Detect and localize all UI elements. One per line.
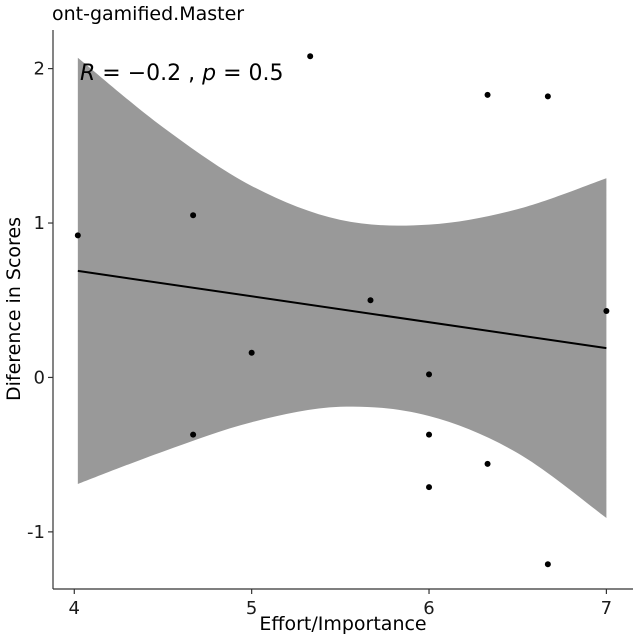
x-tick-label: 6 (423, 598, 434, 619)
chart-title: ont-gamified.Master (52, 3, 244, 25)
p-value: = 0.5 (216, 61, 283, 86)
data-points (74, 53, 610, 568)
x-tick-label: 5 (246, 598, 257, 619)
data-point (74, 232, 81, 239)
data-point (484, 460, 491, 467)
y-tick-label: 0 (34, 367, 45, 388)
data-point (544, 561, 551, 568)
correlation-annotation: R = −0.2 , p = 0.5 (80, 61, 284, 86)
confidence-band (77, 57, 607, 518)
data-point (367, 297, 374, 304)
r-value: = −0.2 , (95, 61, 202, 86)
data-point (248, 349, 255, 356)
y-tick-label: -1 (27, 522, 45, 543)
x-axis-ticks: 4 5 6 7 (69, 589, 612, 619)
r-symbol: R (80, 61, 95, 86)
x-tick-label: 7 (601, 598, 612, 619)
data-point (426, 371, 433, 378)
y-axis-ticks: -1 0 1 2 (27, 59, 53, 543)
data-point (603, 308, 610, 315)
data-point (190, 431, 197, 438)
data-point (426, 484, 433, 491)
data-point (544, 93, 551, 100)
regression-line (77, 269, 607, 350)
x-axis-title: Effort/Importance (259, 613, 426, 635)
y-tick-label: 1 (34, 213, 45, 234)
x-tick-label: 4 (69, 598, 80, 619)
y-tick-label: 2 (34, 59, 45, 80)
data-point (484, 91, 491, 98)
data-point (426, 431, 433, 438)
data-point (190, 212, 197, 219)
data-point (307, 53, 314, 60)
y-axis-title: Diference in Scores (3, 217, 25, 401)
p-symbol: p (201, 61, 216, 86)
